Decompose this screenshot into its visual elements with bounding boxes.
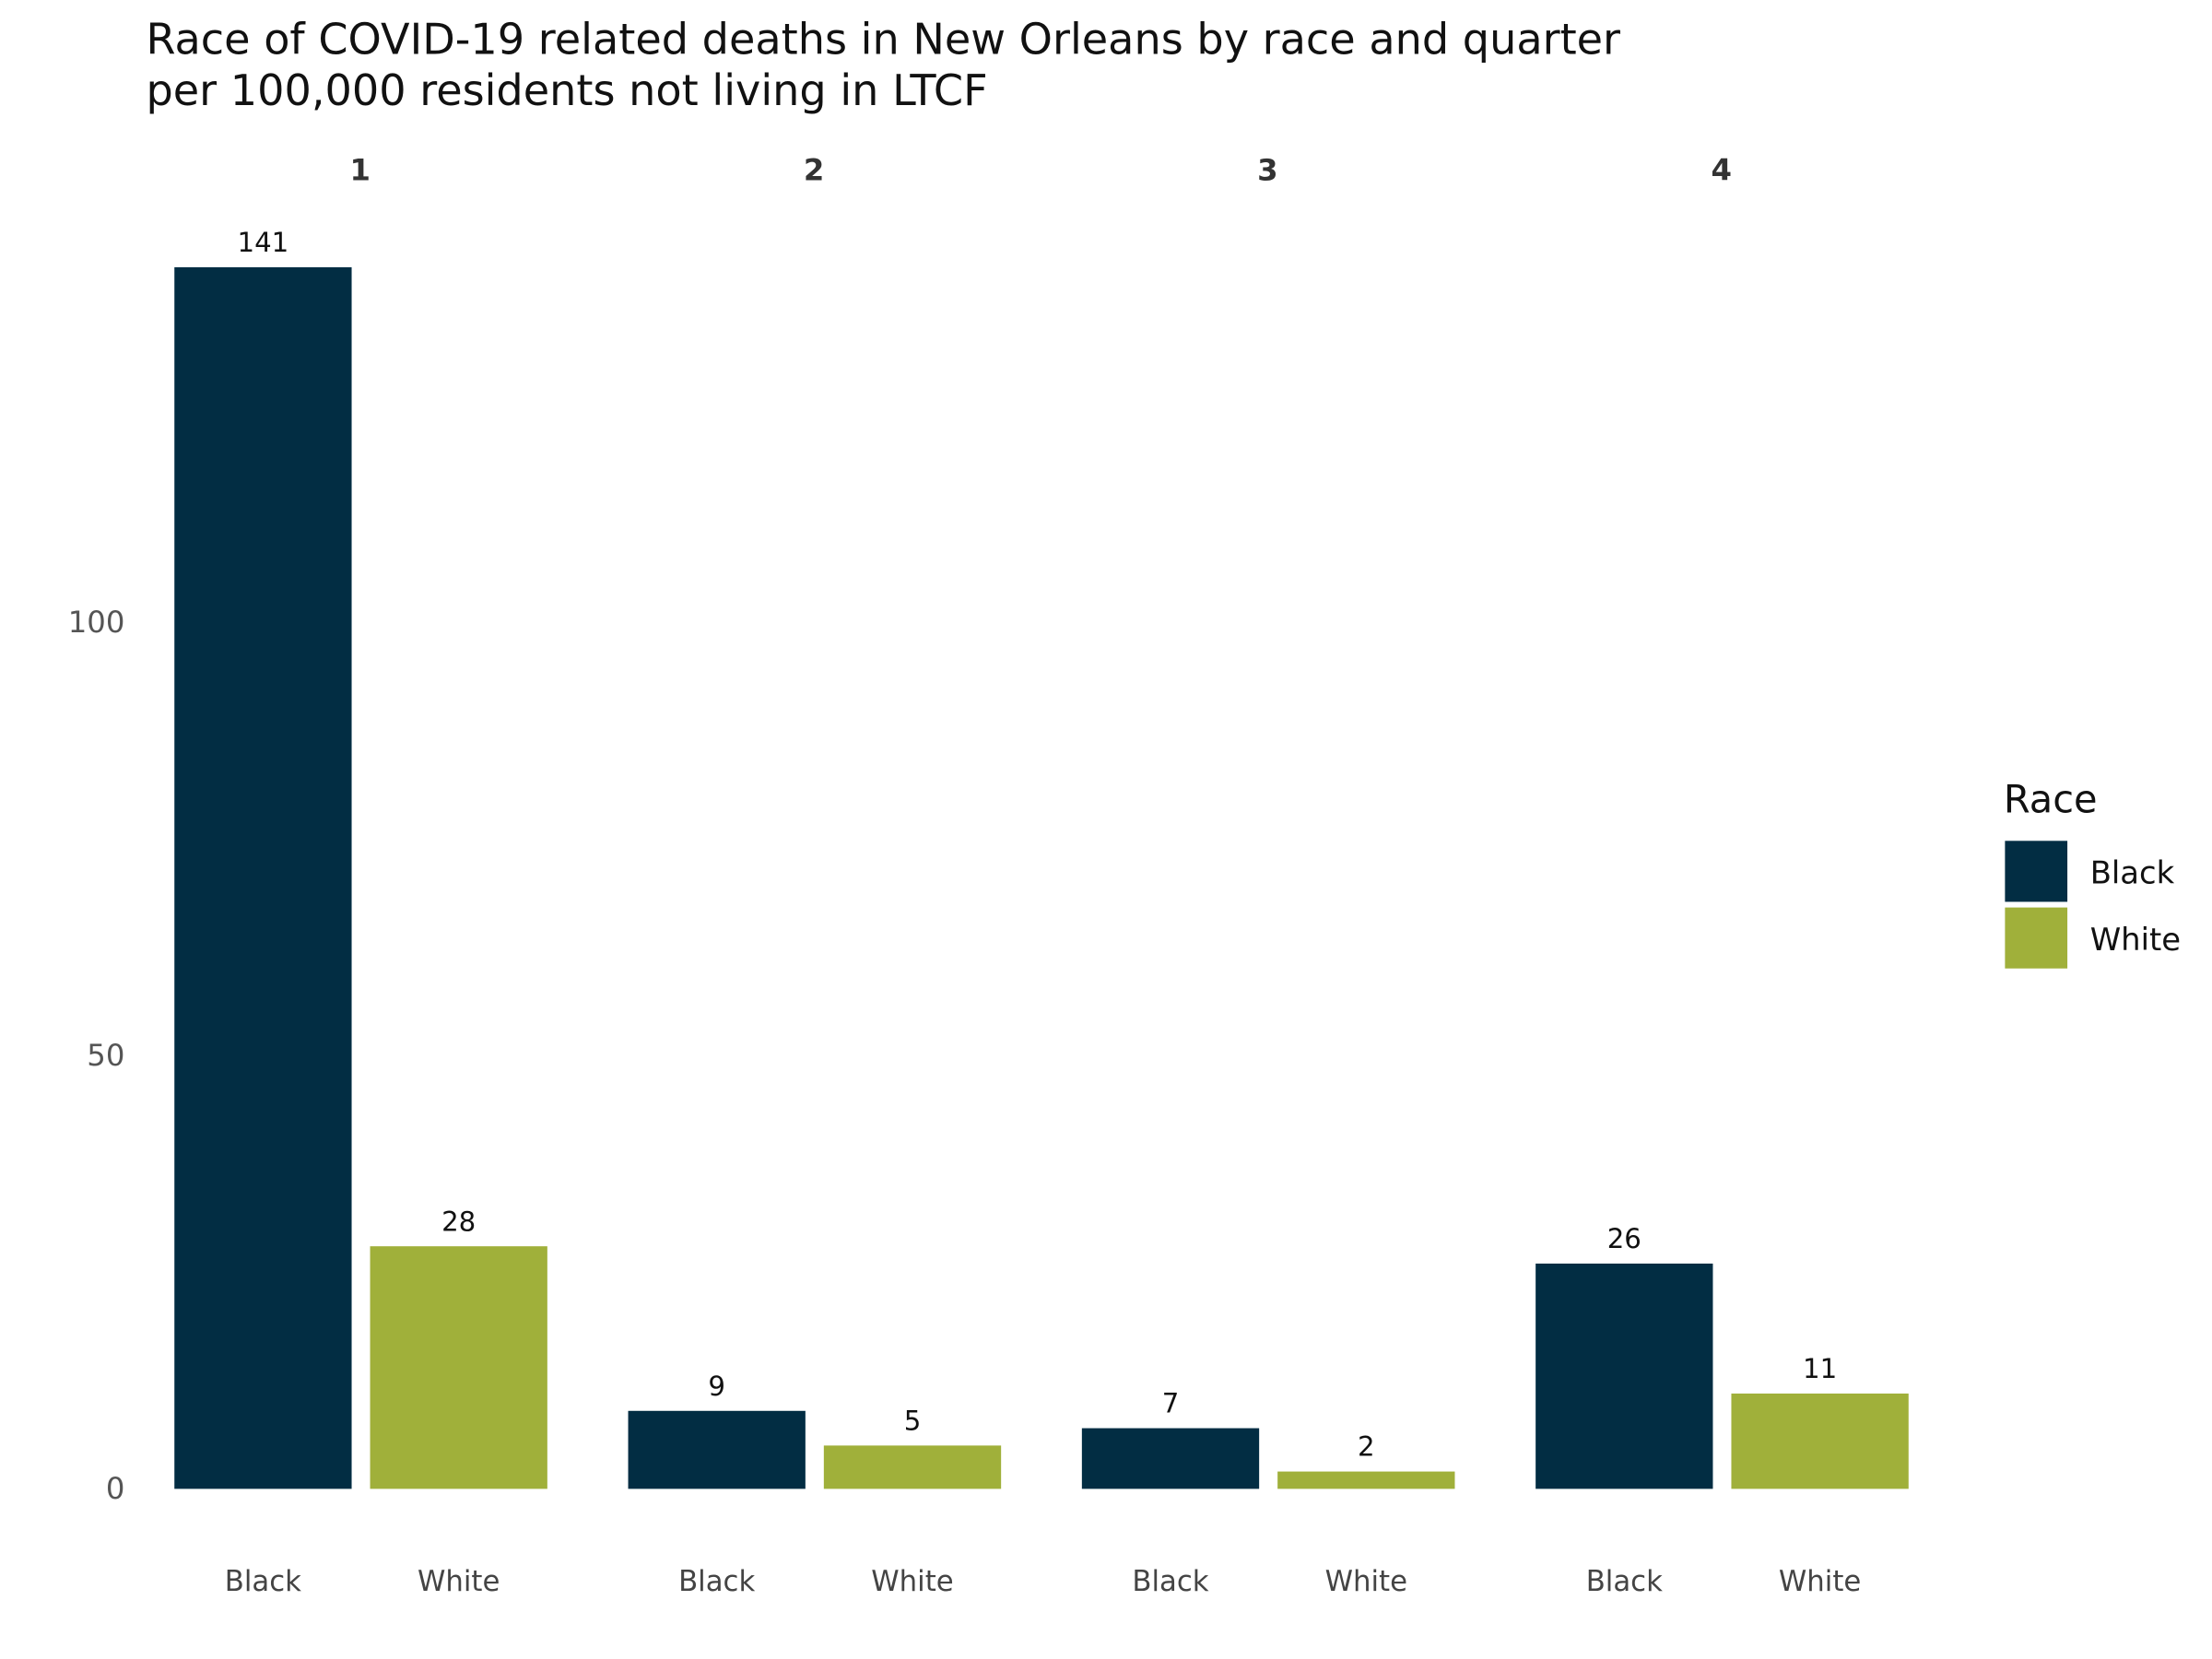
legend-label: Black — [2090, 854, 2175, 890]
facets: 1141Black28White29Black5White37Black2Whi… — [174, 152, 1909, 1598]
bar-black-q2 — [628, 1410, 806, 1489]
data-label: 9 — [708, 1371, 725, 1402]
y-axis: 0 50 100 — [68, 605, 125, 1506]
legend-swatch-black — [2005, 841, 2068, 902]
bar-black-q1 — [174, 266, 352, 1489]
facet-panel-4: 4 26 Black 11 White — [1535, 152, 1909, 1598]
facet-panel-1: 1 141 Black 28 White — [174, 152, 547, 1598]
x-tick-label: White — [871, 1565, 953, 1598]
legend-label: White — [2090, 922, 2181, 958]
facet-label: 1 — [350, 152, 371, 187]
facet-panel-2: 2 9 Black 5 White — [628, 152, 1002, 1598]
bar-black-q3 — [1081, 1428, 1260, 1489]
bar-black-q4 — [1535, 1263, 1713, 1489]
bar-white-q4 — [1731, 1393, 1909, 1489]
legend-title: Race — [2004, 777, 2098, 822]
x-tick-label: White — [1325, 1565, 1407, 1598]
data-label: 2 — [1358, 1431, 1375, 1463]
facet-label: 3 — [1257, 152, 1277, 187]
x-tick-label: White — [418, 1565, 500, 1598]
x-tick-label: Black — [1132, 1565, 1208, 1598]
data-label: 7 — [1162, 1388, 1180, 1419]
y-tick-label: 0 — [106, 1471, 125, 1506]
bar-white-q3 — [1277, 1471, 1455, 1489]
legend: Race Black White — [2004, 777, 2181, 969]
data-label: 141 — [237, 227, 288, 258]
legend-swatch-white — [2005, 907, 2068, 969]
chart-subtitle: per 100,000 residents not living in LTCF — [146, 65, 987, 115]
y-tick-label: 50 — [87, 1038, 124, 1073]
x-tick-label: Black — [1586, 1565, 1663, 1598]
x-tick-label: White — [1779, 1565, 1861, 1598]
x-tick-label: Black — [225, 1565, 301, 1598]
y-tick-label: 100 — [68, 605, 125, 640]
data-label: 11 — [1803, 1353, 1837, 1384]
data-label: 5 — [904, 1405, 922, 1436]
chart-title: Race of COVID-19 related deaths in New O… — [146, 14, 1620, 64]
bar-white-q2 — [823, 1445, 1002, 1489]
data-label: 26 — [1607, 1223, 1641, 1254]
x-tick-label: Black — [678, 1565, 755, 1598]
facet-label: 2 — [804, 152, 824, 187]
facet-label: 4 — [1711, 152, 1731, 187]
facet-panel-3: 3 7 Black 2 White — [1081, 152, 1455, 1598]
data-label: 28 — [441, 1206, 476, 1237]
bar-white-q1 — [370, 1246, 547, 1489]
